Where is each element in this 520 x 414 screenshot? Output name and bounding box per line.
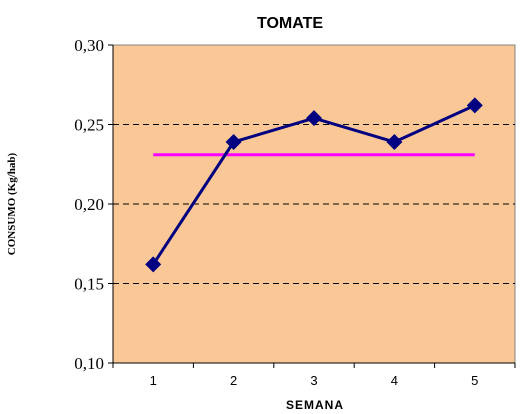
data-point-marker [225,133,242,150]
y-tick-label: 0,10 [74,354,104,373]
y-axis: 0,10 0,15 0,20 0,25 0,30 [74,36,114,373]
y-tick-label: 0,25 [74,116,104,135]
x-tick-label: 5 [471,373,478,388]
x-tick-label: 3 [310,373,317,388]
y-tick-label: 0,30 [74,36,104,55]
data-point-marker [145,256,162,273]
x-tick-label: 1 [150,373,157,388]
data-point-marker [306,110,322,127]
y-tick-label: 0,20 [74,195,104,214]
chart-title: TOMATE [257,15,323,32]
data-point-marker [386,133,403,150]
x-axis: 1 2 3 4 5 [112,362,516,388]
x-tick-label: 4 [391,373,398,388]
y-tick-label: 0,15 [74,275,104,294]
series-layer [145,97,483,273]
data-point-marker [466,97,483,114]
x-tick-label: 2 [230,373,237,388]
x-axis-label: SEMANA [286,398,344,412]
y-axis-label: CONSUMO (Kg/hab) [6,152,18,255]
